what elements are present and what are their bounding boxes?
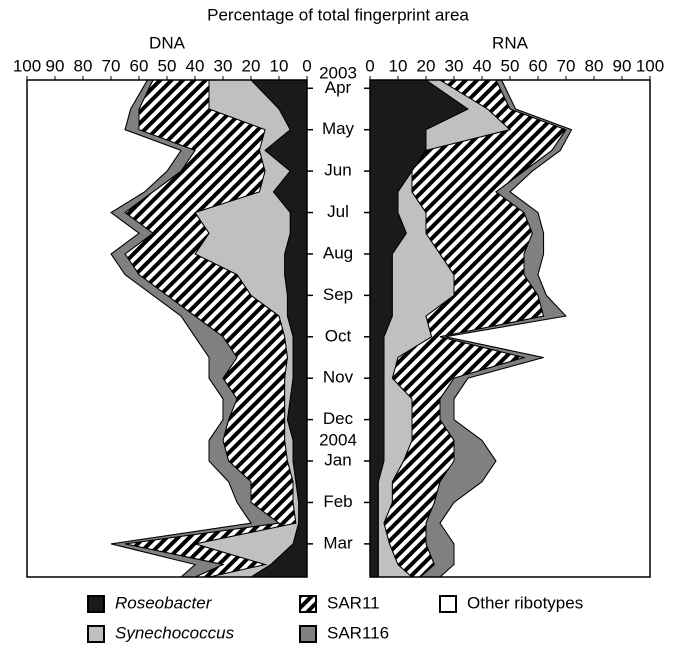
y-tick-label: Apr: [325, 78, 352, 97]
legend-label: Other ribotypes: [467, 593, 583, 612]
x-tick-label: 80: [585, 56, 604, 75]
legend-swatch: [299, 595, 317, 613]
y-tick-label: Oct: [325, 326, 352, 345]
x-tick-label: 90: [613, 56, 632, 75]
legend-label: Roseobacter: [115, 593, 213, 612]
x-tick-label: 0: [365, 56, 374, 75]
x-tick-label: 40: [186, 56, 205, 75]
y-tick-label: Nov: [323, 368, 354, 387]
legend-swatch: [87, 625, 105, 643]
y-tick-label: Aug: [323, 243, 353, 262]
legend-label: Synechococcus: [115, 623, 235, 642]
x-tick-label: 40: [473, 56, 492, 75]
x-tick-label: 50: [158, 56, 177, 75]
legend-item: SAR116: [299, 623, 389, 643]
x-tick-label: 60: [529, 56, 548, 75]
x-tick-label: 70: [557, 56, 576, 75]
year-label: 2004: [319, 430, 357, 449]
x-tick-label: 100: [636, 56, 664, 75]
chart-title: Percentage of total fingerprint area: [207, 5, 469, 24]
y-tick-label: May: [322, 119, 355, 138]
x-tick-label: 30: [214, 56, 233, 75]
x-tick-label: 20: [417, 56, 436, 75]
x-tick-label: 10: [389, 56, 408, 75]
panel-title: DNA: [149, 33, 186, 52]
y-tick-label: Mar: [323, 533, 353, 552]
legend-swatch: [299, 625, 317, 643]
legend-swatch: [87, 595, 105, 613]
legend-item: SAR11: [299, 593, 380, 613]
y-tick-label: Jul: [327, 202, 349, 221]
x-tick-label: 90: [46, 56, 65, 75]
panel-title: RNA: [492, 33, 529, 52]
x-tick-label: 30: [445, 56, 464, 75]
legend-label: SAR116: [327, 623, 389, 642]
legend-item: Roseobacter: [87, 593, 213, 613]
x-tick-label: 70: [102, 56, 121, 75]
legend-label: SAR11: [327, 593, 380, 612]
y-tick-label: Feb: [323, 492, 352, 511]
legend-item: Synechococcus: [87, 623, 235, 643]
x-tick-label: 0: [302, 56, 311, 75]
x-tick-label: 20: [242, 56, 261, 75]
y-tick-label: Jun: [324, 161, 351, 180]
y-tick-label: Dec: [323, 409, 354, 428]
x-tick-label: 100: [13, 56, 41, 75]
y-tick-label: Sep: [323, 285, 353, 304]
x-tick-label: 60: [130, 56, 149, 75]
y-tick-label: Jan: [324, 451, 351, 470]
x-tick-label: 50: [501, 56, 520, 75]
x-tick-label: 80: [74, 56, 93, 75]
x-tick-label: 10: [270, 56, 289, 75]
legend-item: Other ribotypes: [439, 593, 583, 613]
year-label: 2003: [319, 63, 357, 82]
legend-swatch: [439, 595, 457, 613]
